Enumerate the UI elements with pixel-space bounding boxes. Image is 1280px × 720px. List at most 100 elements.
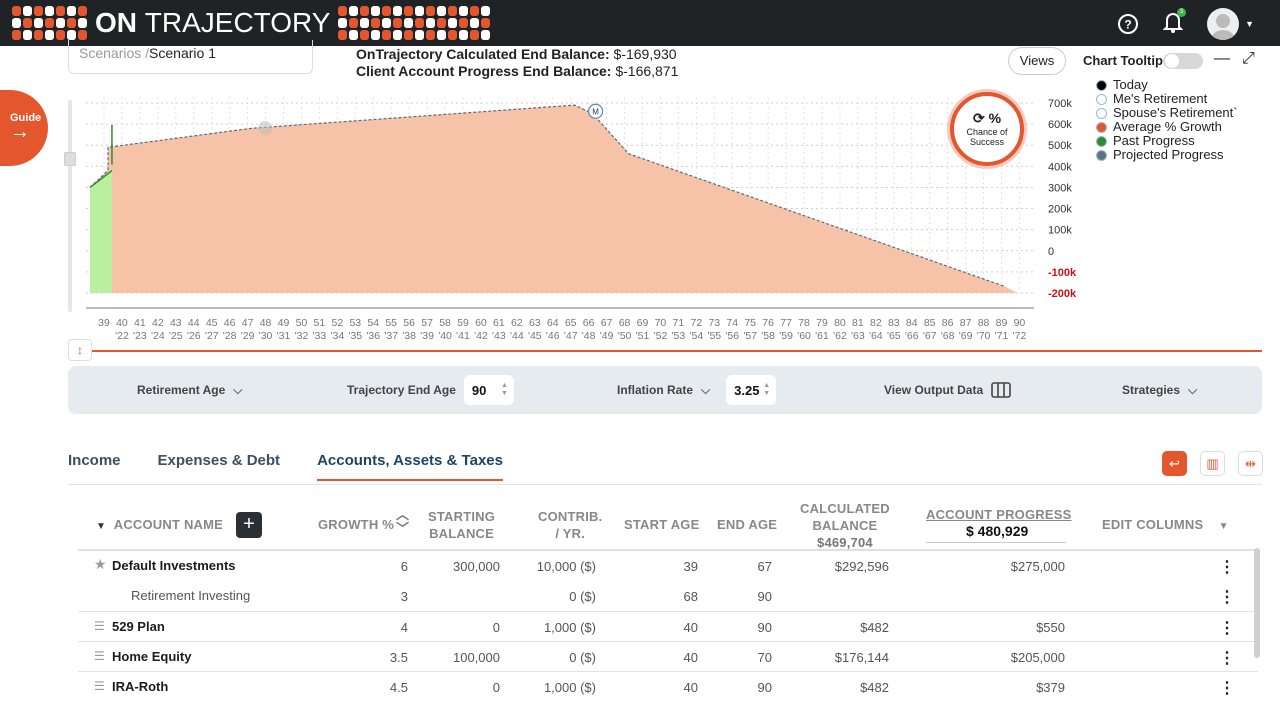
chevron-down-icon[interactable]: ⌵ [701,382,711,397]
table-row[interactable]: ☰ Home Equity 3.5 100,000 0 ($) 40 70 $176,144 $… [78,641,1258,671]
inflation-input[interactable]: 3.25 ▲ ▼ [726,375,777,405]
table-row[interactable]: Retirement Investing 3 0 ($) 68 90 ⋮ [78,581,1258,611]
cell-end[interactable]: 90 [757,589,772,604]
cell-starting[interactable]: 300,000 [453,559,500,574]
chart-zoom-handle[interactable] [64,152,76,166]
account-name[interactable]: IRA-Roth [112,679,169,694]
table-row[interactable]: ★ Default Investments 6 300,000 10,000 ($) 39… [78,551,1258,581]
spinner-icon[interactable]: ▲ ▼ [763,382,771,397]
account-name[interactable]: Retirement Investing [131,588,251,603]
cell-start[interactable]: 39 [683,559,698,574]
retirement-age-dropdown[interactable]: Retirement Age ⌵ [137,366,242,414]
account-progress-total[interactable]: $ 480,929 [926,523,1066,543]
drag-handle-icon[interactable]: ☰ [94,619,105,633]
cell-start[interactable]: 40 [683,680,698,695]
cell-contrib[interactable]: 0 ($) [569,650,596,665]
end-age-header[interactable]: END AGE [717,517,778,532]
chart-tooltip-toggle[interactable] [1163,53,1203,69]
cell-progress[interactable]: $550 [1036,620,1065,635]
cell-starting[interactable]: 100,000 [453,650,500,665]
legend-item[interactable]: Spouse's Retirement` [1096,106,1238,120]
cell-growth[interactable]: 4 [400,620,408,635]
cell-growth[interactable]: 4.5 [389,680,408,695]
starting-balance-header[interactable]: STARTING BALANCE [428,509,496,541]
legend-item[interactable]: Projected Progress [1096,148,1238,162]
cell-progress[interactable]: $205,000 [1010,650,1065,665]
more-options-icon[interactable]: ⋮ [1219,589,1235,606]
cell-calc[interactable]: $292,596 [834,559,889,574]
calculated-balance-header[interactable]: CALCULATED BALANCE $469,704 [800,501,890,550]
legend-item[interactable]: Today [1096,78,1238,92]
strategies-dropdown[interactable]: Strategies ⌵ [1122,366,1197,414]
spinner-icon[interactable]: ▲ ▼ [500,382,508,397]
user-menu[interactable]: ▼ [1207,8,1254,40]
notifications-bell[interactable]: 3 [1162,7,1187,38]
trajectory-chart[interactable]: 700k 600k 500k 400k 300k 200k 100k 0 -100k -200k 3… [0,0,1280,345]
resize-chart-icon[interactable]: ↕ [68,339,92,361]
chance-of-success-badge[interactable]: ⟳ % Chance of Success [950,92,1024,166]
legend-item[interactable]: Average % Growth [1096,120,1238,134]
cell-contrib[interactable]: 1,000 ($) [543,620,596,635]
add-account-button[interactable]: + [236,512,262,538]
account-name[interactable]: Default Investments [112,558,236,573]
account-progress-header[interactable]: ACCOUNT PROGRESS [926,507,1072,522]
cell-starting[interactable]: 0 [492,620,500,635]
sort-icon[interactable]: ︿ ﹀ [396,507,410,536]
view-output-data-button[interactable]: View Output Data [884,366,1011,414]
tab-income[interactable]: Income [68,452,121,469]
cell-contrib[interactable]: 10,000 ($) [536,559,596,574]
breadcrumb-prefix[interactable]: Scenarios / [79,45,150,61]
cell-progress[interactable]: $379 [1036,680,1065,695]
scenario-breadcrumb[interactable]: Scenarios /Scenario 1 [68,40,313,74]
table-row[interactable]: ☰ IRA-Roth 4.5 0 1,000 ($) 40 90 $482 $379 ⋮ [78,671,1258,701]
minimize-icon[interactable]: — [1214,50,1230,67]
cell-progress[interactable]: $275,000 [1010,559,1065,574]
expand-icon[interactable]: ⤢ [1242,50,1255,67]
cell-growth[interactable]: 6 [400,559,408,574]
cell-end[interactable]: 70 [757,650,772,665]
help-icon[interactable]: ? [1117,13,1139,35]
legend-item[interactable]: Me's Retirement [1096,92,1238,106]
cell-starting[interactable]: 0 [492,680,500,695]
cell-end[interactable]: 67 [757,559,772,574]
cell-growth[interactable]: 3 [400,589,408,604]
cell-contrib[interactable]: 0 ($) [569,589,596,604]
cell-start[interactable]: 40 [683,650,698,665]
drag-handle-icon[interactable]: ☰ [94,679,105,693]
chart-divider[interactable] [92,350,1262,352]
expand-width-button[interactable]: ⇹ [1238,451,1263,476]
account-name-header[interactable]: ▼ ACCOUNT NAME [96,517,224,532]
account-name[interactable]: 529 Plan [112,619,165,634]
cell-start[interactable]: 40 [683,620,698,635]
views-button[interactable]: Views [1008,47,1066,75]
cell-end[interactable]: 90 [757,620,772,635]
account-name[interactable]: Home Equity [112,649,192,664]
cell-contrib[interactable]: 1,000 ($) [543,680,596,695]
tab-accounts-assets-taxes[interactable]: Accounts, Assets & Taxes [317,452,503,481]
chart-zoom-track[interactable] [68,100,72,312]
cell-calc[interactable]: $176,144 [834,650,889,665]
cell-growth[interactable]: 3.5 [389,650,408,665]
more-options-icon[interactable]: ⋮ [1219,620,1235,637]
cell-calc[interactable]: $482 [860,620,889,635]
table-row[interactable]: ☰ 529 Plan 4 0 1,000 ($) 40 90 $482 $550 ⋮ [78,611,1258,641]
table-scrollbar[interactable] [1254,548,1260,658]
start-age-header[interactable]: START AGE [624,517,700,532]
undo-button[interactable]: ↩ [1162,451,1187,476]
columns-button[interactable]: ▥ [1200,451,1225,476]
cell-start[interactable]: 68 [683,589,698,604]
end-age-input[interactable]: 90 ▲ ▼ [463,375,514,405]
growth-header[interactable]: GROWTH % [318,517,394,532]
tab-expenses-debt[interactable]: Expenses & Debt [157,452,281,469]
drag-handle-icon[interactable]: ☰ [94,649,105,663]
legend-item[interactable]: Past Progress [1096,134,1238,148]
more-options-icon[interactable]: ⋮ [1219,559,1235,576]
more-options-icon[interactable]: ⋮ [1219,680,1235,697]
more-options-icon[interactable]: ⋮ [1219,650,1235,667]
logo[interactable]: ON TRAJECTORY [12,4,491,42]
star-icon[interactable]: ★ [94,556,107,572]
edit-columns-header[interactable]: EDIT COLUMNS ▼ [1102,517,1229,532]
cell-end[interactable]: 90 [757,680,772,695]
cell-calc[interactable]: $482 [860,680,889,695]
contrib-header[interactable]: CONTRIB. / YR. [538,509,603,541]
